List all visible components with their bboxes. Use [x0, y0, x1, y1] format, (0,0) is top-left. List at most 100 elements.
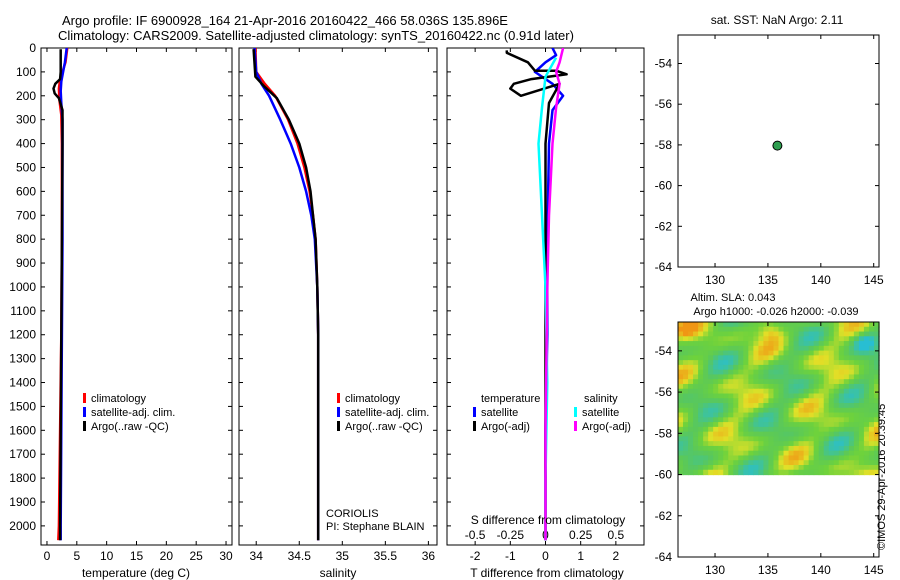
sla-cell: [783, 374, 790, 380]
sla-cell: [683, 336, 689, 342]
sla-cell: [773, 393, 780, 399]
sla-cell: [743, 417, 749, 423]
sla-cell: [833, 465, 840, 471]
temperature-axis-ticks: 0 5 10 15 20 25 30: [44, 48, 233, 563]
sla-cell: [758, 465, 765, 471]
sla-cell: [698, 379, 704, 385]
sla-cell: [763, 331, 770, 337]
sla-cell: [728, 450, 734, 457]
sla-cell: [828, 388, 835, 395]
sla-cell: [763, 364, 770, 371]
legend-label: satellite-adj. clim.: [345, 407, 429, 419]
sla-cell: [698, 388, 704, 395]
sla-cell: [698, 331, 704, 337]
sla-cell: [868, 469, 875, 476]
sla-cell: [788, 374, 795, 380]
sla-cell: [828, 355, 835, 361]
sla-cell: [843, 422, 850, 428]
sla-cell: [833, 379, 840, 385]
sla-cell: [848, 388, 855, 395]
sla-cell: [793, 393, 800, 399]
sla-cell: [823, 345, 830, 352]
sla-cell: [803, 331, 810, 337]
sla-cell: [793, 341, 800, 347]
sla-cell: [703, 388, 709, 395]
sla-cell: [738, 364, 744, 371]
sla-cell: [793, 455, 800, 461]
sla-cell: [763, 322, 770, 328]
sst-map-points: [772, 140, 783, 151]
lon-tick-label: 140: [811, 563, 831, 577]
sla-cell: [853, 460, 860, 466]
sla-cell: [783, 355, 790, 361]
sla-cell: [738, 450, 744, 457]
sla-cell: [773, 341, 780, 347]
sla-cell: [683, 326, 689, 333]
sla-cell: [688, 407, 694, 414]
sla-cell: [858, 431, 865, 438]
sla-cell: [778, 364, 785, 371]
sla-cell: [683, 445, 689, 452]
sla-cell: [688, 460, 694, 466]
sla-cell: [708, 445, 714, 452]
sla-cell: [718, 369, 724, 376]
sla-cell: [733, 322, 739, 328]
sla-cell: [843, 455, 850, 461]
sla-cell: [828, 407, 835, 414]
sla-cell: [763, 369, 770, 376]
sla-cell: [833, 431, 840, 438]
sla-cell: [863, 322, 870, 328]
sla-cell: [728, 422, 734, 428]
sla-cell: [823, 364, 830, 371]
sla-cell: [808, 364, 815, 371]
sla-cell: [863, 393, 870, 399]
sla-cell: [723, 469, 729, 476]
sla-cell: [748, 426, 754, 433]
sla-cell: [743, 465, 749, 471]
lat-tick-label: -54: [655, 344, 673, 358]
sla-cell: [688, 455, 694, 461]
sla-cell: [808, 431, 815, 438]
sla-cell: [763, 341, 770, 347]
sla-cell: [728, 407, 734, 414]
sla-cell: [703, 369, 709, 376]
sla-cell: [733, 417, 739, 423]
sla-cell: [693, 388, 699, 395]
sla-cell: [773, 431, 780, 438]
sla-cell: [763, 445, 770, 452]
sla-cell: [693, 426, 699, 433]
sla-cell: [723, 322, 729, 328]
sla-cell: [843, 341, 850, 347]
sla-cell: [858, 326, 865, 333]
sla-cell: [683, 450, 689, 457]
sla-map-title: Altim. SLA: 0.043: [691, 292, 776, 304]
sla-cell: [813, 403, 820, 409]
sla-cell: [683, 364, 689, 371]
sla-cell: [833, 326, 840, 333]
depth-tick-label: 500: [16, 160, 36, 174]
sla-cell: [778, 388, 785, 395]
sla-cell: [863, 331, 870, 337]
sla-cell: [718, 469, 724, 476]
sla-cell: [863, 383, 870, 390]
sla-cell: [693, 350, 699, 356]
sla-cell: [723, 326, 729, 333]
sla-cell: [713, 398, 719, 404]
sla-cell: [728, 369, 734, 376]
sla-cell: [743, 455, 749, 461]
sla-cell: [848, 341, 855, 347]
sla-cell: [718, 350, 724, 356]
sla-cell: [828, 436, 835, 442]
sla-cell: [753, 350, 760, 356]
salinity-axis-label: salinity: [320, 566, 357, 580]
sla-cell: [788, 436, 795, 442]
sla-cell: [778, 374, 785, 380]
sla-cell: [683, 360, 689, 366]
sla-cell: [693, 355, 699, 361]
sla-cell: [733, 388, 739, 395]
sla-cell: [803, 345, 810, 352]
sla-cell: [768, 345, 775, 352]
sla-cell: [833, 450, 840, 457]
sla-cell: [858, 422, 865, 428]
sla-cell: [713, 379, 719, 385]
